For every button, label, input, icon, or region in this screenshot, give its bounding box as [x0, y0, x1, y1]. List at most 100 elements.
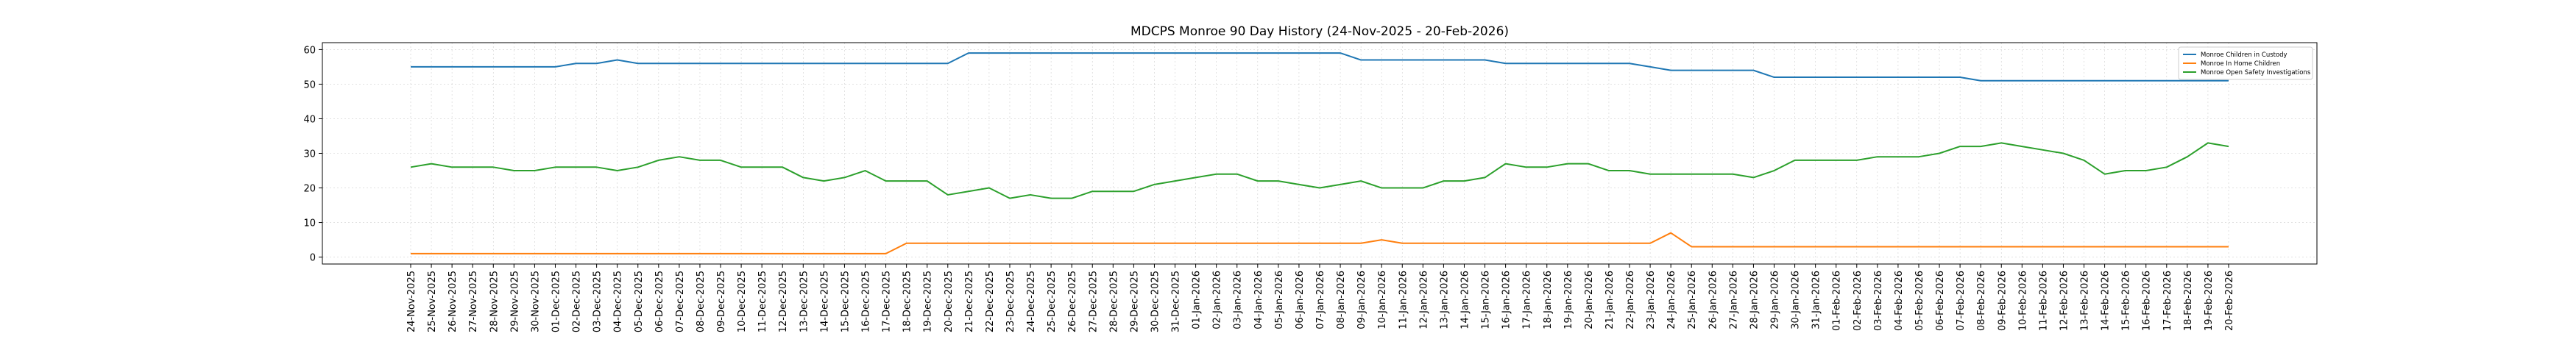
x-tick-label: 30-Jan-2026	[1791, 271, 1802, 329]
x-tick-label: 15-Jan-2026	[1481, 271, 1492, 329]
x-tick-label: 04-Dec-2025	[613, 271, 624, 332]
x-tick-label: 22-Jan-2026	[1625, 271, 1636, 329]
grid	[322, 43, 2317, 264]
x-tick-label: 26-Nov-2025	[447, 271, 459, 332]
x-tick-label: 11-Dec-2025	[757, 271, 768, 332]
x-tick-label: 06-Dec-2025	[654, 271, 665, 332]
x-tick-label: 30-Nov-2025	[530, 271, 541, 332]
x-tick-label: 23-Jan-2026	[1646, 271, 1657, 329]
x-tick-label: 14-Feb-2026	[2101, 271, 2112, 331]
x-tick-label: 18-Jan-2026	[1543, 271, 1554, 329]
x-tick-label: 06-Jan-2026	[1295, 271, 1306, 329]
x-tick-label: 27-Nov-2025	[468, 271, 479, 332]
x-tick-label: 12-Feb-2026	[2059, 271, 2070, 331]
x-tick-label: 28-Nov-2025	[489, 271, 500, 332]
x-tick-label: 10-Feb-2026	[2017, 271, 2028, 331]
x-tick-label: 12-Jan-2026	[1418, 271, 1429, 329]
x-tick-label: 05-Feb-2026	[1914, 271, 1925, 331]
series-line-3	[410, 142, 2229, 199]
x-tick-label: 05-Jan-2026	[1274, 271, 1285, 329]
x-tick-label: 15-Feb-2026	[2121, 271, 2132, 331]
x-tick-label: 04-Feb-2026	[1894, 271, 1905, 331]
x-tick-label: 31-Jan-2026	[1811, 271, 1822, 329]
x-tick-label: 03-Dec-2025	[592, 271, 604, 332]
x-tick-label: 04-Jan-2026	[1253, 271, 1264, 329]
legend-label-1: Monroe Children in Custody	[2201, 51, 2287, 59]
x-tick-label: 16-Feb-2026	[2142, 271, 2153, 331]
y-axis: 0 10 20 30 40 50 60	[303, 45, 322, 264]
x-tick-label: 11-Jan-2026	[1398, 271, 1409, 329]
x-tick-label: 31-Dec-2025	[1171, 271, 1182, 332]
x-tick-label: 19-Feb-2026	[2204, 271, 2215, 331]
chart-title: MDCPS Monroe 90 Day History (24-Nov-2025…	[1130, 24, 1509, 39]
y-tick-label: 10	[303, 218, 316, 229]
x-tick-label: 09-Dec-2025	[716, 271, 727, 332]
x-tick-label: 27-Jan-2026	[1728, 271, 1739, 329]
x-tick-label: 14-Jan-2026	[1459, 271, 1471, 329]
x-tick-label: 29-Dec-2025	[1129, 271, 1140, 332]
x-tick-label: 24-Nov-2025	[406, 271, 417, 332]
x-tick-label: 03-Jan-2026	[1233, 271, 1244, 329]
x-tick-label: 14-Dec-2025	[819, 271, 830, 332]
y-tick-label: 40	[303, 114, 316, 125]
x-tick-label: 25-Dec-2025	[1047, 271, 1058, 332]
x-tick-label: 28-Dec-2025	[1108, 271, 1119, 332]
x-tick-label: 20-Jan-2026	[1584, 271, 1595, 329]
x-tick-label: 27-Dec-2025	[1088, 271, 1099, 332]
x-tick-label: 13-Jan-2026	[1439, 271, 1450, 329]
x-tick-label: 13-Feb-2026	[2080, 271, 2091, 331]
x-tick-label: 17-Feb-2026	[2162, 271, 2173, 331]
x-tick-label: 19-Dec-2025	[923, 271, 934, 332]
x-tick-label: 10-Jan-2026	[1377, 271, 1388, 329]
x-tick-label: 29-Nov-2025	[509, 271, 520, 332]
x-tick-label: 03-Feb-2026	[1873, 271, 1884, 331]
x-tick-label: 17-Jan-2026	[1522, 271, 1533, 329]
x-tick-label: 26-Jan-2026	[1708, 271, 1719, 329]
x-tick-label: 25-Nov-2025	[427, 271, 438, 332]
y-tick-label: 60	[303, 45, 316, 56]
x-tick-label: 08-Dec-2025	[696, 271, 707, 332]
x-tick-label: 10-Dec-2025	[737, 271, 748, 332]
x-tick-label: 08-Feb-2026	[1976, 271, 1987, 331]
x-tick-label: 24-Jan-2026	[1666, 271, 1677, 329]
x-tick-label: 01-Feb-2026	[1832, 271, 1843, 331]
x-tick-label: 01-Jan-2026	[1192, 271, 1203, 329]
x-tick-label: 29-Jan-2026	[1770, 271, 1781, 329]
x-tick-label: 11-Feb-2026	[2038, 271, 2049, 331]
x-tick-label: 18-Dec-2025	[902, 271, 913, 332]
x-tick-label: 02-Feb-2026	[1853, 271, 1864, 331]
x-tick-label: 12-Dec-2025	[778, 271, 789, 332]
y-tick-label: 0	[310, 253, 316, 264]
series-line-1	[411, 52, 2229, 82]
x-tick-label: 15-Dec-2025	[840, 271, 851, 332]
x-tick-label: 13-Dec-2025	[799, 271, 810, 332]
x-tick-label: 20-Dec-2025	[944, 271, 955, 332]
x-tick-label: 07-Jan-2026	[1315, 271, 1326, 329]
x-tick-label: 02-Jan-2026	[1212, 271, 1223, 329]
x-tick-label: 21-Dec-2025	[964, 271, 975, 332]
x-tick-label: 25-Jan-2026	[1687, 271, 1698, 329]
y-tick-label: 30	[303, 149, 316, 160]
series-line-2	[411, 232, 2229, 254]
x-tick-label: 30-Dec-2025	[1150, 271, 1161, 332]
y-tick-label: 20	[303, 184, 316, 195]
legend-label-2: Monroe In Home Children	[2201, 60, 2280, 68]
x-tick-label: 16-Jan-2026	[1501, 271, 1512, 329]
x-tick-label: 22-Dec-2025	[985, 271, 996, 332]
x-tick-label: 21-Jan-2026	[1604, 271, 1616, 329]
x-tick-label: 07-Feb-2026	[1956, 271, 1967, 331]
x-tick-label: 19-Jan-2026	[1563, 271, 1574, 329]
x-tick-label: 16-Dec-2025	[861, 271, 872, 332]
x-tick-label: 26-Dec-2025	[1067, 271, 1078, 332]
x-tick-label: 17-Dec-2025	[882, 271, 893, 332]
x-tick-label: 08-Jan-2026	[1336, 271, 1347, 329]
x-axis: 24-Nov-2025 25-Nov-2025 26-Nov-2025 27-Nov-…	[406, 264, 2235, 332]
x-tick-label: 28-Jan-2026	[1749, 271, 1760, 329]
x-tick-label: 09-Feb-2026	[1997, 271, 2008, 331]
x-tick-label: 24-Dec-2025	[1026, 271, 1037, 332]
x-tick-label: 20-Feb-2026	[2224, 271, 2235, 331]
x-tick-label: 23-Dec-2025	[1005, 271, 1016, 332]
